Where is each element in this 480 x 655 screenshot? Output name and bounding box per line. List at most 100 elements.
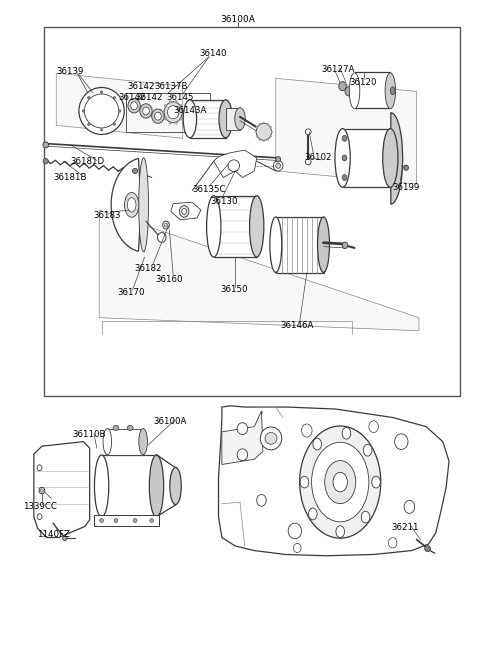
Polygon shape — [56, 73, 183, 138]
Ellipse shape — [100, 519, 104, 523]
Ellipse shape — [361, 512, 370, 523]
Bar — [343, 128, 390, 187]
Ellipse shape — [274, 160, 283, 171]
Bar — [276, 217, 324, 272]
Ellipse shape — [271, 131, 273, 133]
Text: 36127A: 36127A — [321, 66, 355, 75]
Ellipse shape — [259, 139, 261, 141]
Text: 36139: 36139 — [56, 67, 84, 77]
Ellipse shape — [293, 544, 301, 553]
Ellipse shape — [43, 159, 48, 164]
Ellipse shape — [39, 487, 45, 494]
Ellipse shape — [388, 538, 397, 548]
Text: 36102: 36102 — [304, 153, 332, 162]
Bar — [44, 28, 459, 396]
Ellipse shape — [181, 111, 184, 113]
Ellipse shape — [114, 519, 118, 523]
Polygon shape — [111, 158, 144, 252]
Ellipse shape — [113, 425, 119, 430]
Ellipse shape — [342, 136, 347, 141]
Ellipse shape — [342, 428, 351, 439]
Bar — [102, 455, 156, 517]
Bar — [355, 73, 390, 108]
Polygon shape — [99, 210, 419, 331]
Ellipse shape — [139, 158, 148, 252]
Ellipse shape — [169, 100, 171, 103]
Ellipse shape — [255, 131, 257, 133]
Bar — [95, 515, 159, 526]
Ellipse shape — [324, 460, 356, 504]
Ellipse shape — [267, 139, 269, 141]
Ellipse shape — [183, 100, 197, 138]
Ellipse shape — [37, 465, 42, 471]
Ellipse shape — [140, 103, 152, 118]
Ellipse shape — [404, 165, 408, 170]
Ellipse shape — [169, 122, 171, 124]
Ellipse shape — [259, 123, 261, 125]
Text: 36142: 36142 — [118, 94, 146, 102]
Ellipse shape — [404, 500, 415, 514]
Text: 1339CC: 1339CC — [24, 502, 57, 511]
Ellipse shape — [300, 426, 381, 538]
Text: 36120: 36120 — [350, 78, 377, 86]
Ellipse shape — [313, 438, 322, 450]
Ellipse shape — [342, 242, 348, 249]
Polygon shape — [214, 150, 257, 178]
Text: 1140FZ: 1140FZ — [37, 530, 70, 539]
Ellipse shape — [237, 449, 248, 460]
Polygon shape — [276, 79, 417, 184]
Text: 36170: 36170 — [117, 288, 145, 297]
Ellipse shape — [119, 109, 121, 112]
Polygon shape — [218, 405, 449, 556]
Ellipse shape — [113, 123, 116, 126]
Ellipse shape — [163, 221, 169, 229]
Ellipse shape — [265, 432, 277, 444]
Ellipse shape — [79, 88, 124, 134]
Ellipse shape — [219, 100, 232, 138]
Text: 36110B: 36110B — [72, 430, 106, 439]
Ellipse shape — [113, 96, 116, 99]
Ellipse shape — [385, 73, 396, 109]
Ellipse shape — [301, 424, 312, 437]
Text: 36145: 36145 — [166, 94, 193, 102]
Ellipse shape — [267, 123, 269, 125]
Ellipse shape — [127, 425, 133, 430]
Text: 36150: 36150 — [220, 285, 248, 294]
Text: 36142: 36142 — [128, 82, 156, 90]
Polygon shape — [222, 411, 263, 464]
Ellipse shape — [270, 126, 272, 128]
Ellipse shape — [395, 434, 408, 449]
Ellipse shape — [228, 160, 240, 172]
Ellipse shape — [257, 495, 266, 506]
Polygon shape — [171, 202, 201, 220]
Ellipse shape — [139, 428, 147, 455]
Text: 36143A: 36143A — [173, 106, 206, 115]
Ellipse shape — [383, 128, 398, 187]
Text: 36130: 36130 — [210, 197, 238, 206]
Ellipse shape — [318, 217, 329, 272]
Ellipse shape — [168, 105, 179, 119]
Ellipse shape — [206, 196, 221, 257]
Bar — [214, 196, 257, 257]
Ellipse shape — [103, 428, 112, 455]
Ellipse shape — [164, 223, 168, 227]
Text: 36100A: 36100A — [220, 15, 255, 24]
Polygon shape — [34, 441, 90, 538]
Ellipse shape — [162, 111, 165, 113]
Ellipse shape — [339, 82, 347, 91]
Ellipse shape — [390, 87, 395, 95]
Ellipse shape — [100, 91, 103, 94]
Text: 36211: 36211 — [392, 523, 419, 532]
Ellipse shape — [312, 442, 369, 522]
Text: 36140: 36140 — [199, 49, 227, 58]
Ellipse shape — [256, 126, 258, 128]
Text: 36146A: 36146A — [281, 321, 314, 330]
Ellipse shape — [131, 102, 137, 109]
Ellipse shape — [152, 109, 164, 123]
Ellipse shape — [124, 193, 139, 217]
Ellipse shape — [342, 155, 347, 161]
Ellipse shape — [256, 136, 258, 138]
Ellipse shape — [87, 96, 90, 99]
Text: 36181D: 36181D — [71, 157, 105, 166]
Ellipse shape — [95, 455, 109, 517]
